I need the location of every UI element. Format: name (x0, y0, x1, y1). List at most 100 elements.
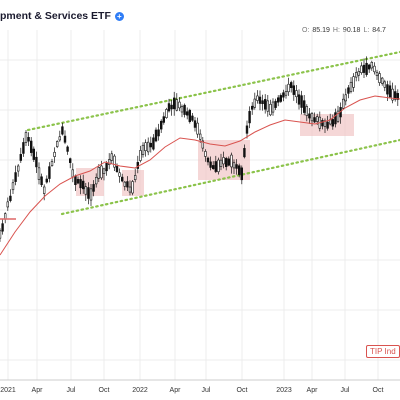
channel-upper (26, 50, 400, 132)
candle-body (40, 176, 43, 186)
chart-title: pment & Services ETF (0, 10, 111, 22)
candle-body (66, 146, 69, 152)
candle-body (0, 230, 2, 239)
candle-body (178, 101, 181, 109)
candle-body (393, 91, 397, 100)
candle-body (284, 91, 288, 96)
candle-body (225, 158, 228, 167)
candle (144, 139, 147, 157)
candle-body (214, 161, 217, 172)
x-tick-label: 2021 (0, 387, 16, 394)
candle (29, 137, 33, 157)
candle (305, 104, 308, 122)
candle-body (380, 77, 384, 84)
candle-body (282, 92, 285, 98)
candle-body (204, 151, 207, 157)
candle-body (321, 120, 324, 127)
candle (292, 80, 295, 101)
candle (95, 173, 98, 188)
candle-body (383, 81, 386, 88)
candle-body (243, 148, 246, 158)
candle-body (87, 187, 90, 199)
candle-body (396, 93, 399, 100)
x-tick-label: 2023 (276, 387, 292, 394)
candle-body (232, 162, 236, 169)
candle-body (295, 90, 298, 98)
candle (92, 180, 95, 197)
candle-body (63, 135, 67, 143)
candle-body (388, 85, 392, 98)
candle (11, 179, 15, 195)
candle-body (263, 99, 267, 110)
candle (219, 153, 223, 171)
candle (0, 228, 2, 242)
candle (40, 173, 43, 188)
candle-body (71, 169, 75, 178)
candle (251, 102, 254, 115)
low-key: L: (363, 27, 370, 34)
candle-body (336, 110, 340, 122)
candle (230, 152, 233, 174)
candle-body (113, 155, 116, 168)
x-tick-label: 2022 (132, 387, 148, 394)
candle-body (386, 84, 389, 95)
candle-body (79, 179, 82, 189)
candle-body (50, 161, 54, 166)
candle-body (121, 176, 124, 182)
candle (149, 136, 152, 153)
candle (19, 147, 22, 163)
candle (240, 165, 243, 185)
candle-body (157, 129, 160, 137)
candle-body (297, 94, 301, 105)
candle-body (199, 133, 202, 140)
candle-body (134, 175, 137, 180)
candle-body (302, 100, 306, 113)
high-value: 90.18 (342, 27, 361, 34)
candle-body (19, 154, 22, 161)
candle-body (22, 142, 25, 154)
candle-body (253, 98, 256, 108)
candle (357, 67, 360, 82)
candle (76, 176, 80, 185)
candle-body (352, 76, 355, 88)
candle-body (110, 153, 114, 161)
candle (186, 107, 189, 120)
candle (35, 151, 38, 174)
candle-body (55, 141, 59, 147)
open-value: 85.19 (312, 27, 330, 34)
candle-body (370, 62, 373, 69)
candle (79, 175, 82, 195)
candle (63, 130, 67, 145)
x-tick-label: Apr (32, 387, 44, 394)
candle-body (266, 100, 269, 112)
candle-body (334, 112, 337, 125)
candle (279, 93, 282, 103)
candle (48, 162, 51, 183)
candle-body (58, 136, 62, 141)
candle (212, 161, 215, 170)
candle-body (11, 182, 15, 191)
plus-circle-icon[interactable]: + (114, 11, 124, 21)
candle (331, 114, 334, 130)
candle (55, 140, 59, 149)
candle-body (315, 116, 319, 122)
candle (82, 174, 85, 194)
candle (4, 212, 7, 224)
candle-body (61, 126, 64, 135)
candle (147, 137, 150, 156)
candle (287, 77, 290, 96)
candle-body (331, 119, 334, 127)
candle (227, 156, 230, 167)
candle (108, 153, 111, 170)
candle-body (217, 159, 220, 173)
candle (362, 58, 366, 78)
tip-indicator-badge[interactable]: TIP Ind (366, 345, 400, 358)
candle (180, 104, 184, 118)
candle (289, 80, 293, 93)
candle-body (76, 179, 80, 184)
candle (118, 168, 121, 183)
candle-body (131, 181, 134, 194)
candle-body (251, 105, 254, 110)
candle (370, 60, 373, 71)
